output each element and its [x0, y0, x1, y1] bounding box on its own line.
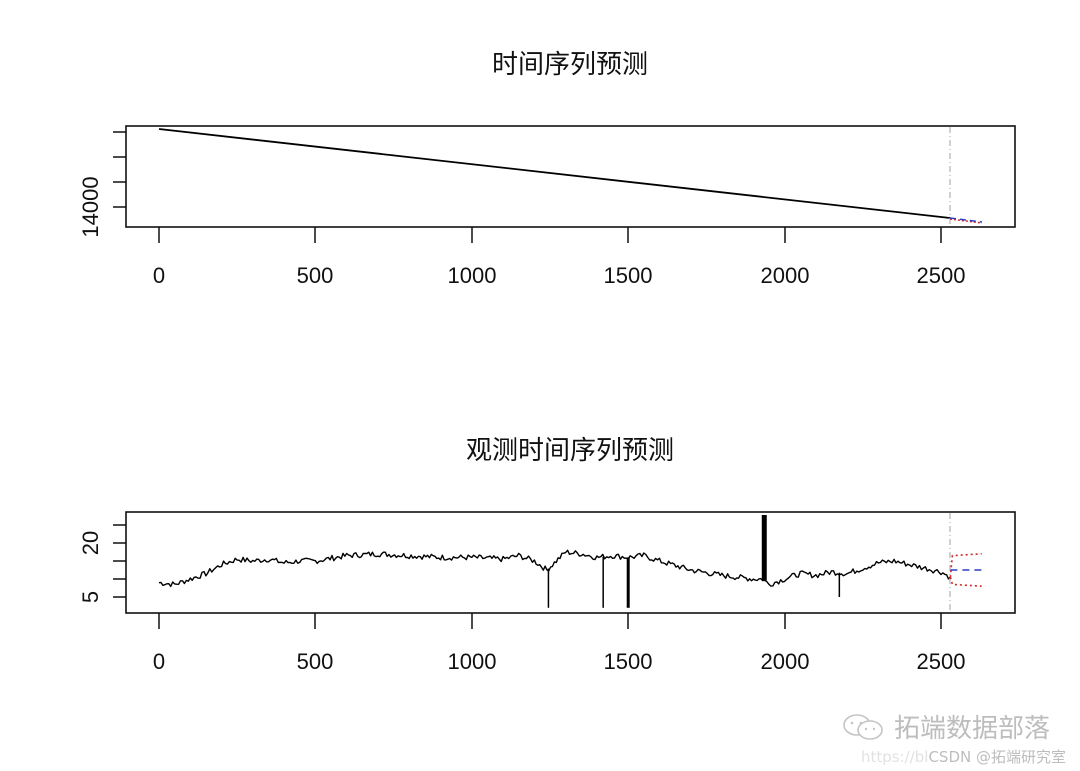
watermark-sub: https://blCSDN @拓端研究室: [861, 746, 1066, 767]
svg-text:2500: 2500: [917, 649, 966, 674]
bottom-plot-frame: [125, 511, 1016, 614]
top-plot-frame: [125, 125, 1016, 228]
svg-text:1000: 1000: [448, 263, 497, 288]
svg-text:500: 500: [297, 263, 334, 288]
bottom-chart-title: 观测时间序列预测: [465, 436, 674, 466]
watermark-main-text: 拓端数据部落: [893, 714, 1050, 744]
svg-text:2000: 2000: [761, 263, 810, 288]
bottom-forecast-lower: [949, 576, 982, 587]
top-x-labels: 0 500 1000 1500 2000 2500: [153, 263, 966, 288]
bottom-y-label-20: 20: [78, 531, 103, 555]
bottom-x-labels: 0 500 1000 1500 2000 2500: [153, 649, 966, 674]
wechat-icon: [843, 713, 883, 740]
top-forecast-mean: [949, 217, 983, 223]
svg-text:0: 0: [153, 263, 165, 288]
svg-text:1500: 1500: [604, 263, 653, 288]
bottom-chart: 20 5 0 500 1000 1500 2000 2500: [78, 511, 1016, 674]
top-x-ticks: [158, 227, 942, 243]
top-y-ticks: [113, 131, 126, 208]
svg-text:1500: 1500: [604, 649, 653, 674]
bottom-observed-line: [158, 549, 951, 588]
top-chart-title: 时间序列预测: [491, 50, 648, 80]
svg-text:2500: 2500: [917, 263, 966, 288]
watermark-sub-text: CSDN @拓端研究室: [928, 748, 1066, 766]
top-forecast-interval: [949, 218, 983, 224]
svg-text:2000: 2000: [761, 649, 810, 674]
svg-text:500: 500: [297, 649, 334, 674]
bottom-y-label-5: 5: [78, 591, 103, 603]
svg-text:0: 0: [153, 649, 165, 674]
top-observed-line: [158, 128, 951, 219]
watermark-url-faint: https://bl: [860, 748, 929, 766]
top-chart: 14000 0 500 1000 1500 2000 2500: [78, 125, 1016, 288]
bottom-spikes: [547, 515, 841, 608]
svg-text:1000: 1000: [448, 649, 497, 674]
watermark-main: 拓端数据部落: [842, 708, 1050, 745]
bottom-forecast-upper: [949, 553, 982, 578]
bottom-y-ticks: [113, 524, 126, 598]
bottom-x-ticks: [158, 613, 942, 629]
top-y-label-14000: 14000: [78, 176, 103, 237]
